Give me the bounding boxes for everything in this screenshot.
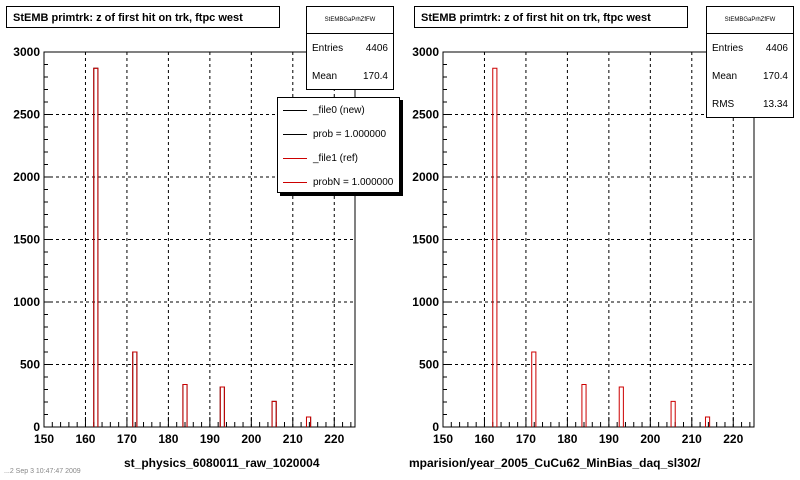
y-tick-label: 2500 <box>13 108 40 122</box>
x-tick-label: 170 <box>117 432 137 446</box>
histogram-bin <box>132 351 138 427</box>
legend-label: probN = 1.000000 <box>313 176 394 188</box>
stats-row-entries-right: Entries 4406 <box>707 34 793 62</box>
histogram-bin <box>219 386 225 427</box>
legend-swatch <box>283 181 307 183</box>
x-tick-label: 160 <box>474 432 494 446</box>
stats-label: RMS <box>712 98 735 110</box>
y-tick-label: 500 <box>419 358 439 372</box>
x-tick-label: 200 <box>640 432 660 446</box>
stats-row-mean-left: Mean 170.4 <box>307 62 393 90</box>
histogram-bin <box>531 351 537 427</box>
legend-label: prob = 1.000000 <box>313 128 387 140</box>
legend-label: _file0 (new) <box>313 104 365 116</box>
x-tick-label: 220 <box>723 432 743 446</box>
histogram-panel-right: 150 160 170 180 190 200 210 220 0 500 1000 1500 2000… <box>400 0 800 480</box>
x-tick-label: 190 <box>200 432 220 446</box>
x-tick-label: 180 <box>158 432 178 446</box>
stats-value: 4406 <box>365 42 388 54</box>
legend-swatch <box>283 133 307 135</box>
plot-title-right: StEMB primtrk: z of first hit on trk, ft… <box>414 6 688 28</box>
x-tick-label: 170 <box>516 432 536 446</box>
histogram-bin <box>704 416 711 427</box>
stats-label: Entries <box>712 42 744 54</box>
x-tick-label: 150 <box>433 432 453 446</box>
legend-swatch <box>283 157 307 159</box>
y-tick-label: 2000 <box>412 170 439 184</box>
legend-box: _file0 (new) prob = 1.000000 _file1 (ref… <box>277 97 400 193</box>
y-tick-label: 3000 <box>13 45 40 59</box>
stats-value: 4406 <box>765 42 788 54</box>
y-tick-label: 1000 <box>412 295 439 309</box>
stats-name-right: StEMBGaPrhZfFW <box>707 7 793 34</box>
stats-label: Mean <box>312 70 338 82</box>
stats-label: Mean <box>712 70 738 82</box>
y-tick-label: 2500 <box>412 108 439 122</box>
legend-entry-probn: probN = 1.000000 <box>278 170 399 192</box>
legend-swatch <box>283 109 307 111</box>
footer-file-label-right: mparision/year_2005_CuCu62_MinBias_daq_s… <box>409 456 701 470</box>
x-tick-label: 150 <box>34 432 54 446</box>
x-tick-label: 200 <box>241 432 261 446</box>
x-tick-label: 210 <box>283 432 303 446</box>
stats-box-left: StEMBGaPrhZfFW Entries 4406 Mean 170.4 <box>306 6 394 90</box>
histogram-bin <box>182 384 188 427</box>
histogram-plot-right: 150 160 170 180 190 200 210 220 0 500 1000 1500 2000… <box>412 45 755 446</box>
histogram-bin <box>305 416 312 427</box>
stats-row-mean-right: Mean 170.4 <box>707 62 793 90</box>
y-tick-label: 1500 <box>412 233 439 247</box>
y-tick-label: 500 <box>20 358 40 372</box>
stats-box-right: StEMBGaPrhZfFW Entries 4406 Mean 170.4 R… <box>706 6 794 118</box>
histogram-bin <box>93 67 99 427</box>
footer-file-label-left: st_physics_6080011_raw_1020004 <box>124 456 320 470</box>
stats-label: Entries <box>312 42 344 54</box>
stats-row-entries-left: Entries 4406 <box>307 34 393 62</box>
legend-entry-file1: _file1 (ref) <box>278 146 399 170</box>
legend-label: _file1 (ref) <box>313 152 359 164</box>
y-tick-label: 2000 <box>13 170 40 184</box>
histogram-panel-left: 150 160 170 180 190 200 210 220 0 500 1000 1500 2000… <box>6 6 400 470</box>
histogram-bin <box>618 386 624 427</box>
y-tick-label: 1000 <box>13 295 40 309</box>
legend-entry-prob: prob = 1.000000 <box>278 122 399 146</box>
y-tick-label: 0 <box>432 420 439 434</box>
stats-name-left: StEMBGaPrhZfFW <box>307 7 393 34</box>
histogram-bin <box>670 400 676 427</box>
plot-title-left: StEMB primtrk: z of first hit on trk, ft… <box>6 6 280 28</box>
stats-value: 13.34 <box>762 98 788 110</box>
stats-row-rms-right: RMS 13.34 <box>707 90 793 118</box>
histogram-bin <box>492 67 498 427</box>
stats-value: 170.4 <box>362 70 388 82</box>
x-tick-label: 160 <box>75 432 95 446</box>
x-tick-label: 210 <box>682 432 702 446</box>
histogram-bin <box>581 384 587 427</box>
x-tick-label: 190 <box>599 432 619 446</box>
x-tick-label: 220 <box>324 432 344 446</box>
x-tick-label: 180 <box>557 432 577 446</box>
y-tick-label: 0 <box>33 420 40 434</box>
stats-value: 170.4 <box>762 70 788 82</box>
y-tick-label: 3000 <box>412 45 439 59</box>
legend-entry-file0: _file0 (new) <box>278 98 399 122</box>
histogram-bin <box>271 400 277 427</box>
corner-timestamp: ...2 Sep 3 10:47:47 2009 <box>4 468 81 475</box>
y-tick-label: 1500 <box>13 233 40 247</box>
